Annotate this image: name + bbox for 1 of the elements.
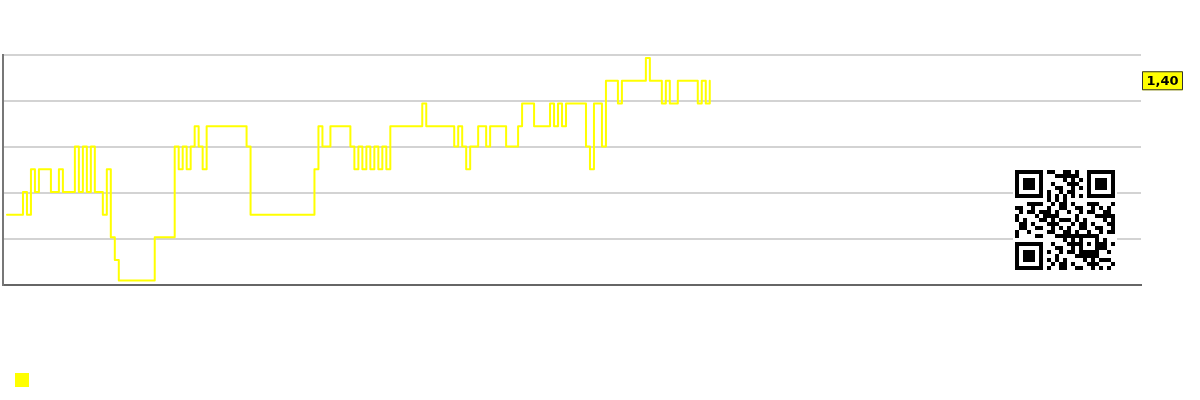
annotation: 1,40 — [1146, 72, 1179, 88]
